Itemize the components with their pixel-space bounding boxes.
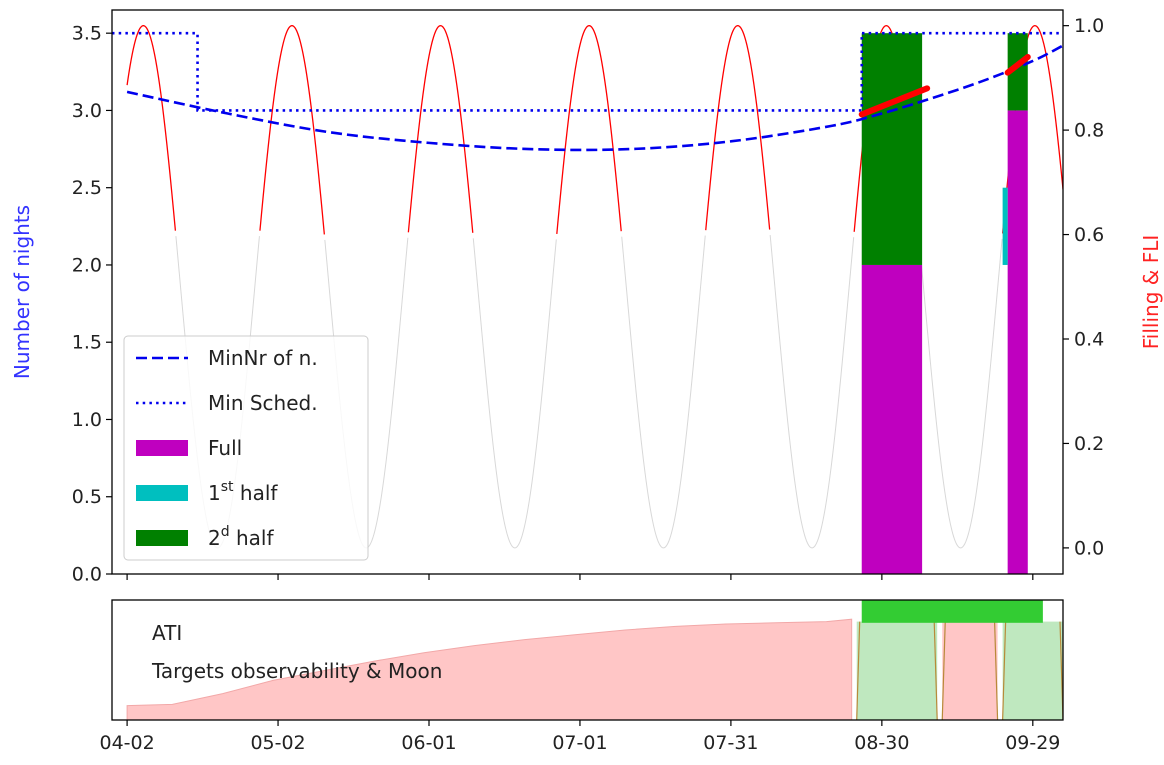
moon-annotation: Targets observability & Moon (151, 659, 442, 683)
fli-dark-phase-7 (621, 235, 706, 549)
right-tick-label-3: 0.6 (1074, 224, 1104, 246)
right-tick-label-4: 0.8 (1074, 120, 1104, 142)
ati-annotation: ATI (152, 621, 182, 645)
moon-block-0 (856, 621, 938, 720)
sub-axes-frame (111, 599, 1064, 721)
right-tick-label-1: 0.2 (1074, 433, 1104, 455)
legend-box (123, 335, 369, 561)
moon-edge-right-0 (933, 621, 938, 720)
ati-block-0 (861, 600, 1043, 623)
legend-5-swatch (136, 530, 188, 546)
sub-plot-area (126, 600, 1063, 720)
legend-2-label: Min Sched. (208, 391, 318, 415)
main-plot-area (112, 25, 1063, 574)
x-tick-label-4: 07-31 (703, 732, 758, 754)
1st-half-bar-0 (1002, 187, 1008, 265)
x-tick-label-6: 09-29 (1005, 732, 1060, 754)
fli-bright-phase-0 (126, 25, 177, 231)
moon-edge-left-1 (941, 621, 946, 720)
moon-edge-left-0 (856, 621, 861, 720)
x-tick-label-3: 07-01 (552, 732, 607, 754)
right-tick-label-0: 0.0 (1074, 537, 1104, 559)
min-nr-line (126, 44, 1063, 152)
legend-3-label: Full (208, 436, 242, 460)
left-tick-label-0: 0.0 (72, 564, 102, 586)
legend-5-label: 2d half (208, 524, 274, 550)
full-bar-0 (861, 264, 923, 574)
x-tick-label-2: 06-01 (401, 732, 456, 754)
legend-1-label: MinNr of n. (208, 346, 318, 370)
x-tick-label-5: 08-30 (854, 732, 909, 754)
fli-dark-phase-9 (769, 234, 855, 549)
right-tick-label-5: 1.0 (1074, 15, 1104, 37)
moon-block-1 (942, 621, 998, 720)
left-axis-label: Number of nights (10, 205, 34, 379)
fli-dark-phase-5 (472, 238, 557, 549)
fli-bright-phase-6 (556, 25, 622, 235)
moon-edge-right-1 (993, 621, 999, 720)
filling-segment-1 (1004, 54, 1031, 76)
full-bar-1 (1007, 110, 1028, 574)
left-tick-label-2: 1.0 (72, 409, 102, 431)
x-tick-label-1: 05-02 (250, 732, 305, 754)
observability-area (126, 618, 853, 720)
left-tick-label-5: 2.5 (72, 177, 102, 199)
moon-block-2 (1002, 621, 1063, 720)
legend-3-swatch (136, 440, 188, 456)
fli-bright-phase-2 (259, 25, 325, 235)
legend: MinNr of n. Min Sched. Full 1st half 2d half (123, 335, 369, 561)
x-tick-label-0: 04-02 (99, 732, 154, 754)
fli-bright-phase-8 (705, 25, 771, 231)
legend-4-swatch (136, 485, 188, 501)
left-tick-label-6: 3.0 (72, 100, 102, 122)
moon-edge-left-2 (1002, 621, 1007, 720)
fli-bright-phase-4 (407, 25, 474, 233)
right-axis-label: Filling & FLI (1139, 235, 1163, 350)
main-axes-frame (111, 9, 1064, 575)
2d-half-bar-1 (1007, 33, 1028, 111)
2d-half-bar-0 (861, 33, 923, 265)
left-tick-label-1: 0.5 (72, 486, 102, 508)
left-tick-label-3: 1.5 (72, 332, 102, 354)
filling-segment-0 (858, 85, 931, 118)
right-tick-label-2: 0.4 (1074, 329, 1104, 351)
left-tick-label-4: 2.0 (72, 254, 102, 276)
left-tick-label-7: 3.5 (72, 23, 102, 45)
legend-4-label: 1st half (208, 479, 278, 505)
fli-dark-phase-11 (918, 238, 1003, 549)
